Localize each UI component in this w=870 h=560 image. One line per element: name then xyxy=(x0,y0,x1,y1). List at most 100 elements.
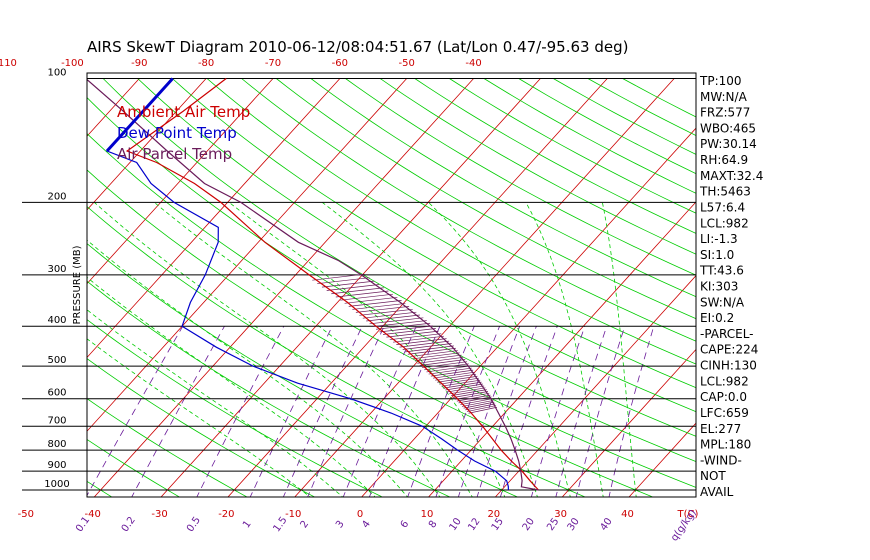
moist-adiabat-line xyxy=(94,202,441,497)
dry-adiabat-line xyxy=(102,78,696,437)
index-label: SI:1.0 xyxy=(700,248,734,262)
cape-hatching xyxy=(312,273,498,414)
dry-adiabat-line xyxy=(87,358,316,497)
mixing-ratio-line xyxy=(476,326,537,497)
moist-adiabat-line xyxy=(87,276,376,497)
mixing-ratio-line xyxy=(575,326,626,497)
series-air-parcel-temp xyxy=(87,78,539,491)
index-label: MW:N/A xyxy=(700,90,748,104)
cape-hatch-line xyxy=(340,293,394,301)
index-label: KI:303 xyxy=(700,280,738,294)
cape-hatch-line xyxy=(460,398,493,406)
bottom-temp-label: -20 xyxy=(218,509,234,520)
index-label: LFC:659 xyxy=(700,406,749,420)
index-label: NOT xyxy=(700,469,726,483)
moist-adiabat-line xyxy=(525,202,604,497)
cape-hatch-line xyxy=(447,385,485,393)
cape-hatch-line xyxy=(399,340,450,348)
index-label: FRZ:577 xyxy=(700,106,750,120)
background-grid xyxy=(87,78,696,497)
mixing-ratio-label: 0.5 xyxy=(185,515,203,534)
isotherm-line xyxy=(361,127,696,497)
cape-hatch-line xyxy=(456,394,491,402)
legend-entry: Dew Point Temp xyxy=(117,124,237,142)
cape-hatch-line xyxy=(463,401,495,409)
index-label: MAXT:32.4 xyxy=(700,169,763,183)
dry-adiabat-line xyxy=(310,78,696,298)
cape-hatch-line xyxy=(382,328,436,335)
index-label: MPL:180 xyxy=(700,438,751,452)
dew-point-top-segment xyxy=(105,77,174,153)
dry-adiabat-line xyxy=(87,243,519,497)
cape-hatch-line xyxy=(430,369,474,377)
index-label: WBO:465 xyxy=(700,121,756,135)
bottom-temp-label: -50 xyxy=(18,509,34,520)
legend-entry: Ambient Air Temp xyxy=(117,103,250,121)
bottom-temp-label: -40 xyxy=(84,509,100,520)
pressure-tick-label: 700 xyxy=(47,415,66,426)
top-temp-label: -40 xyxy=(465,58,481,69)
cape-hatch-line xyxy=(405,345,454,353)
cape-hatch-line xyxy=(445,383,483,391)
index-label: CAP:0.0 xyxy=(700,390,747,404)
cape-hatch-line xyxy=(369,317,424,325)
bottom-temp-label: 20 xyxy=(487,509,500,520)
dry-adiabat-line xyxy=(518,78,696,175)
cape-hatch-line xyxy=(321,280,375,288)
cape-hatch-line xyxy=(389,333,442,341)
isobar-lines xyxy=(22,78,696,491)
mixing-ratio-line xyxy=(249,326,333,497)
cape-hatch-line xyxy=(419,359,466,366)
mixing-ratio-line xyxy=(608,326,655,497)
dry-adiabat-line xyxy=(87,398,248,497)
isotherm-line xyxy=(93,78,474,497)
pressure-tick-label: 900 xyxy=(47,460,66,471)
dry-adiabat-line xyxy=(449,78,696,214)
bottom-temp-unit: T(C) xyxy=(677,509,699,520)
cape-hatch-line xyxy=(366,314,420,322)
mixing-ratio-label: 0.2 xyxy=(120,515,138,534)
pressure-tick-label: 500 xyxy=(47,355,66,366)
index-label: LI:-1.3 xyxy=(700,232,738,246)
axis-labels: 1002003004005006007008009001000PRESSURE … xyxy=(0,58,699,543)
cape-hatch-line xyxy=(428,367,472,375)
dry-adiabat-line xyxy=(87,133,696,488)
cape-hatch-line xyxy=(437,375,478,383)
dry-adiabat-line xyxy=(137,78,696,413)
dry-adiabat-line xyxy=(206,78,696,365)
mixing-ratio-label: 6 xyxy=(399,519,412,531)
dry-adiabat-line xyxy=(276,78,696,320)
pressure-tick-label: 1000 xyxy=(44,479,69,490)
cape-hatch-line xyxy=(355,306,410,313)
bottom-temp-label: 30 xyxy=(554,509,567,520)
isotherm-line xyxy=(494,275,696,497)
bottom-temp-label: -30 xyxy=(151,509,167,520)
cape-hatch-line xyxy=(344,296,398,304)
cape-hatch-line xyxy=(393,335,444,343)
chart-title: AIRS SkewT Diagram 2010-06-12/08:04:51.6… xyxy=(87,38,628,56)
mixing-ratio-line xyxy=(407,326,475,497)
index-label: TP:100 xyxy=(699,74,742,88)
moist-adiabat-line xyxy=(87,309,344,497)
mixing-ratio-label: 10 xyxy=(448,516,464,533)
cape-hatch-line xyxy=(317,277,370,285)
top-temp-label: -80 xyxy=(198,58,214,69)
chart-legend: Ambient Air Temp Dew Point Temp Air Parcel… xyxy=(117,103,250,163)
cape-hatch-line xyxy=(458,396,492,404)
moist-adiabat-line xyxy=(228,202,506,497)
mixing-ratio-line xyxy=(499,326,558,497)
moist-adiabat-line xyxy=(154,202,473,497)
top-temp-label: -60 xyxy=(332,58,348,69)
cape-hatch-line xyxy=(379,325,434,333)
isotherm-line xyxy=(561,348,696,497)
mixing-ratio-label: 12 xyxy=(466,516,482,533)
mixing-ratio-label: 20 xyxy=(521,516,537,533)
mixing-ratio-line xyxy=(342,326,417,497)
mixing-ratio-label: 4 xyxy=(360,519,373,531)
top-temp-label: -110 xyxy=(0,58,17,69)
index-label: SW:N/A xyxy=(700,295,745,309)
moist-adiabat-line xyxy=(87,239,409,497)
cape-hatch-line xyxy=(396,338,447,345)
dry-adiabat-line xyxy=(87,206,587,497)
